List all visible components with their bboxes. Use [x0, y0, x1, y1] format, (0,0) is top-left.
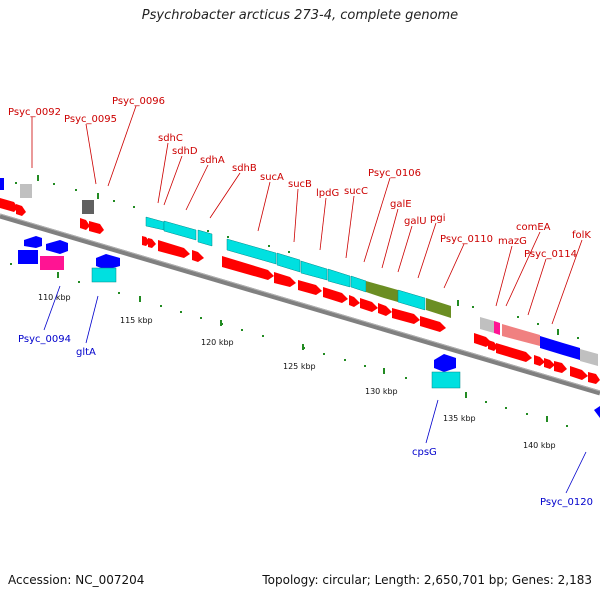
gene-arrow[interactable] — [148, 238, 156, 248]
gene-label[interactable]: galE — [390, 199, 412, 210]
gene-arrow[interactable] — [426, 298, 451, 318]
scale-label: 125 kbp — [283, 362, 316, 371]
gene-arrow[interactable] — [494, 321, 500, 335]
gene-arrow[interactable] — [222, 256, 274, 280]
gene-label[interactable]: sucB — [288, 179, 312, 190]
gene-label[interactable]: Psyc_0110 — [440, 234, 493, 245]
gene-arrow[interactable] — [226, 238, 277, 265]
gene-arrow[interactable] — [274, 272, 296, 287]
upper-genes-row2 — [0, 198, 600, 384]
gene-arrow[interactable] — [349, 295, 360, 307]
gene-label[interactable]: pgi — [430, 213, 445, 224]
gene-label[interactable]: cpsG — [412, 447, 437, 458]
gene-arrow[interactable] — [327, 268, 351, 288]
gene-label[interactable]: galU — [404, 216, 427, 227]
gene-arrow[interactable] — [163, 220, 197, 241]
gene-arrow[interactable] — [378, 303, 392, 316]
gene-arrow[interactable] — [554, 361, 567, 373]
gene-arrow[interactable] — [496, 343, 532, 362]
gene-label[interactable]: sucC — [344, 186, 368, 197]
gene-arrow[interactable] — [46, 240, 68, 254]
gene-arrow[interactable] — [397, 289, 426, 311]
gene-label[interactable]: folK — [572, 230, 591, 241]
gene-label[interactable]: Psyc_0106 — [368, 168, 421, 179]
gene-label[interactable]: lpdG — [316, 188, 339, 199]
gene-arrow[interactable] — [0, 178, 4, 190]
gene-label[interactable]: sdhB — [232, 163, 257, 174]
gene-arrow[interactable] — [502, 324, 540, 346]
map-title: Psychrobacter arcticus 273-4, complete g… — [141, 8, 459, 23]
gene-arrow[interactable] — [588, 372, 600, 384]
gene-arrow[interactable] — [594, 406, 600, 418]
gene-label[interactable]: comEA — [516, 222, 551, 233]
gene-arrow[interactable] — [16, 204, 26, 216]
gene-arrow[interactable] — [540, 336, 563, 355]
gene-label[interactable]: sdhA — [200, 155, 225, 166]
gene-arrow[interactable] — [420, 316, 446, 332]
gene-arrow[interactable] — [384, 286, 398, 302]
upper-genes-row1 — [0, 178, 598, 366]
gene-label[interactable]: mazG — [498, 236, 527, 247]
gene-arrow[interactable] — [298, 280, 322, 295]
gene-arrow[interactable] — [474, 333, 492, 347]
gene-arrow[interactable] — [563, 343, 580, 360]
lower-tick-track — [10, 263, 568, 427]
gene-arrow[interactable] — [80, 218, 90, 230]
scale-label: 140 kbp — [523, 441, 556, 450]
gene-box[interactable] — [91, 267, 117, 283]
scale-label: 115 kbp — [120, 316, 153, 325]
accession-text: Accession: NC_007204 — [8, 573, 145, 587]
gene-arrow[interactable] — [534, 355, 545, 366]
gene-arrow[interactable] — [96, 254, 120, 270]
gene-arrow[interactable] — [0, 198, 18, 212]
gene-arrow[interactable] — [570, 366, 588, 380]
lower-leader-lines — [43, 285, 587, 494]
gene-box[interactable] — [431, 371, 461, 389]
gene-arrow[interactable] — [434, 354, 456, 372]
genome-backbone — [0, 213, 600, 396]
gene-arrow[interactable] — [89, 221, 104, 234]
genome-backbone-shade — [0, 213, 600, 392]
gene-arrow[interactable] — [300, 260, 328, 281]
scale-label: 120 kbp — [201, 338, 234, 347]
gene-label[interactable]: sdhC — [158, 133, 183, 144]
gene-arrow[interactable] — [323, 287, 348, 303]
gene-label[interactable]: sdhD — [172, 146, 198, 157]
lower-genes — [18, 236, 600, 418]
gene-label[interactable]: sucA — [260, 172, 284, 183]
gene-arrow[interactable] — [24, 236, 42, 248]
gene-box[interactable] — [18, 250, 38, 264]
scale-label: 110 kbp — [38, 293, 71, 302]
gene-arrow[interactable] — [350, 275, 367, 293]
gene-arrow[interactable] — [360, 298, 378, 312]
gene-arrow[interactable] — [145, 216, 165, 231]
gene-arrow[interactable] — [158, 240, 190, 258]
gene-arrow[interactable] — [197, 229, 213, 247]
gene-arrow[interactable] — [366, 281, 384, 298]
gene-arrow[interactable] — [392, 308, 420, 324]
gene-arrow[interactable] — [480, 317, 494, 333]
gene-label[interactable]: Psyc_0120 — [540, 497, 593, 508]
gene-box[interactable] — [40, 256, 64, 270]
gene-label[interactable]: gltA — [76, 347, 96, 358]
gene-label[interactable]: Psyc_0092 — [8, 107, 61, 118]
gene-arrow[interactable] — [580, 349, 598, 366]
upper-leader-lines — [31, 105, 583, 325]
upper-tick-track — [15, 175, 579, 339]
scale-label: 130 kbp — [365, 387, 398, 396]
gene-box[interactable] — [20, 184, 32, 198]
gene-arrow[interactable] — [192, 250, 204, 262]
scale-label: 135 kbp — [443, 414, 476, 423]
gene-label[interactable]: Psyc_0094 — [18, 334, 71, 345]
gene-arrow[interactable] — [544, 358, 555, 369]
gene-label[interactable]: Psyc_0095 — [64, 114, 117, 125]
gene-arrow[interactable] — [276, 252, 301, 273]
gene-box[interactable] — [82, 200, 94, 214]
gene-label[interactable]: Psyc_0114 — [524, 249, 577, 260]
gene-arrow[interactable] — [488, 340, 498, 351]
gene-label[interactable]: Psyc_0096 — [112, 96, 165, 107]
genome-summary-text: Topology: circular; Length: 2,650,701 bp… — [262, 573, 592, 587]
